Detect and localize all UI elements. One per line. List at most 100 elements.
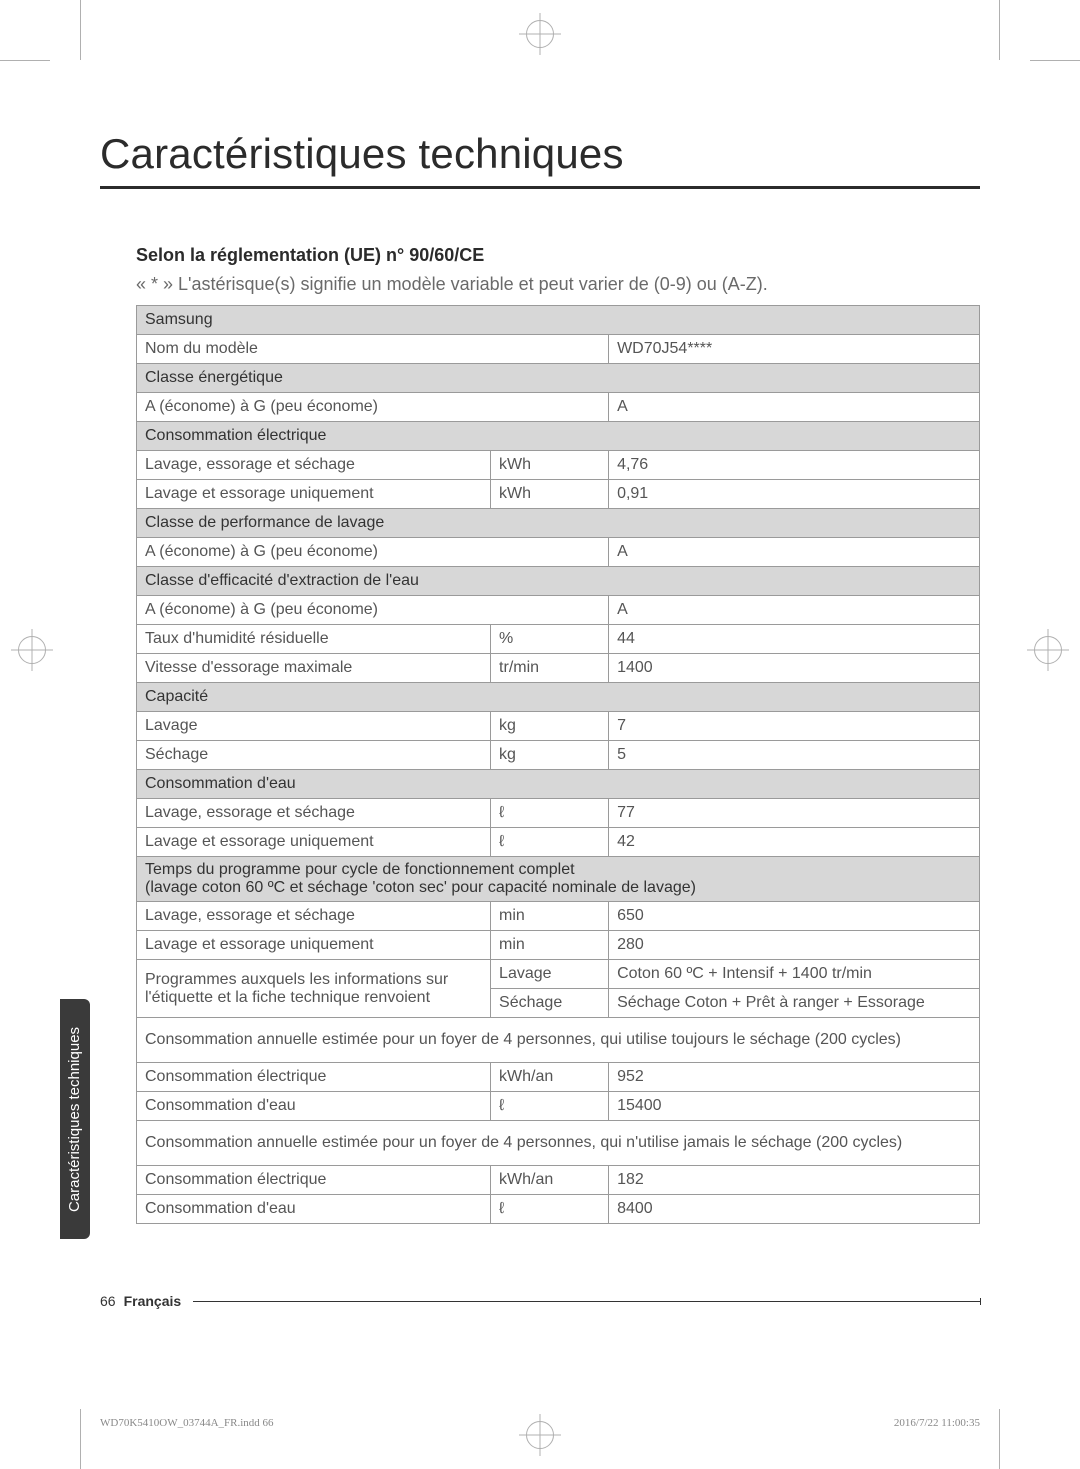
table-value-cell: 15400 xyxy=(609,1092,980,1121)
table-label-cell: Consommation d'eau xyxy=(137,1195,491,1224)
table-value-cell: 5 xyxy=(609,741,980,770)
table-unit-cell: Séchage xyxy=(491,989,609,1018)
table-label-cell: Consommation électrique xyxy=(137,1166,491,1195)
table-row: Lavagekg7 xyxy=(137,712,980,741)
table-unit-cell: ℓ xyxy=(491,828,609,857)
table-section-row: Classe d'efficacité d'extraction de l'ea… xyxy=(137,567,980,596)
table-label-cell: Lavage, essorage et séchage xyxy=(137,451,491,480)
table-unit-cell: kg xyxy=(491,712,609,741)
page: Caractéristiques techniques Selon la rég… xyxy=(0,0,1080,1469)
footer-rule xyxy=(193,1301,980,1302)
table-section-row: Consommation électrique xyxy=(137,422,980,451)
table-unit-cell: kWh xyxy=(491,480,609,509)
table-row: Programmes auxquels les informations sur… xyxy=(137,960,980,989)
table-section-label: Consommation électrique xyxy=(137,422,980,451)
crop-mark xyxy=(999,1409,1000,1469)
asterisk-note: « * » L'astérisque(s) signifie un modèle… xyxy=(136,274,980,295)
table-value-cell: Coton 60 ºC + Intensif + 1400 tr/min xyxy=(609,960,980,989)
table-row: Consommation d'eauℓ8400 xyxy=(137,1195,980,1224)
table-row: A (économe) à G (peu économe)A xyxy=(137,538,980,567)
table-row: Vitesse d'essorage maximaletr/min1400 xyxy=(137,654,980,683)
table-row: Lavage, essorage et séchagemin650 xyxy=(137,902,980,931)
table-row: A (économe) à G (peu économe)A xyxy=(137,596,980,625)
table-label-cell: Consommation électrique xyxy=(137,1063,491,1092)
table-row: Consommation d'eauℓ15400 xyxy=(137,1092,980,1121)
table-row: Lavage, essorage et séchagekWh4,76 xyxy=(137,451,980,480)
crop-mark xyxy=(1030,60,1080,61)
table-label-cell: Séchage xyxy=(137,741,491,770)
table-section-label: Samsung xyxy=(137,306,980,335)
table-row: Séchagekg5 xyxy=(137,741,980,770)
table-label-cell: Lavage, essorage et séchage xyxy=(137,799,491,828)
table-value-cell: 77 xyxy=(609,799,980,828)
table-label-cell: Lavage, essorage et séchage xyxy=(137,902,491,931)
section-subhead: Selon la réglementation (UE) n° 90/60/CE xyxy=(136,245,980,266)
table-row: Consommation électriquekWh/an952 xyxy=(137,1063,980,1092)
table-value-cell: 1400 xyxy=(609,654,980,683)
table-row: Lavage et essorage uniquementkWh0,91 xyxy=(137,480,980,509)
registration-mark-icon xyxy=(526,20,554,48)
table-section-row: Classe énergétique xyxy=(137,364,980,393)
crop-mark xyxy=(80,0,81,60)
spec-table: SamsungNom du modèleWD70J54****Classe én… xyxy=(136,305,980,1224)
print-metadata: WD70K5410OW_03744A_FR.indd 66 2016/7/22 … xyxy=(100,1417,980,1429)
table-label-cell: Nom du modèle xyxy=(137,335,609,364)
table-value-cell: Séchage Coton + Prêt à ranger + Essorage xyxy=(609,989,980,1018)
table-section-row: Consommation d'eau xyxy=(137,770,980,799)
table-section-label: Temps du programme pour cycle de fonctio… xyxy=(137,857,980,902)
table-section-label: Classe d'efficacité d'extraction de l'ea… xyxy=(137,567,980,596)
table-section-label: Capacité xyxy=(137,683,980,712)
table-label-cell: Taux d'humidité résiduelle xyxy=(137,625,491,654)
table-row: Consommation électriquekWh/an182 xyxy=(137,1166,980,1195)
table-section-row: Capacité xyxy=(137,683,980,712)
table-label-cell: A (économe) à G (peu économe) xyxy=(137,393,609,422)
table-row: Taux d'humidité résiduelle%44 xyxy=(137,625,980,654)
table-fullwidth-row: Consommation annuelle estimée pour un fo… xyxy=(137,1018,980,1063)
table-unit-cell: kg xyxy=(491,741,609,770)
page-language: Français xyxy=(124,1293,182,1309)
table-unit-cell: kWh/an xyxy=(491,1063,609,1092)
table-value-cell: 4,76 xyxy=(609,451,980,480)
table-fullwidth-label: Consommation annuelle estimée pour un fo… xyxy=(137,1018,980,1063)
table-row: A (économe) à G (peu économe)A xyxy=(137,393,980,422)
table-value-cell: 42 xyxy=(609,828,980,857)
table-unit-cell: Lavage xyxy=(491,960,609,989)
table-unit-cell: tr/min xyxy=(491,654,609,683)
table-fullwidth-row: Consommation annuelle estimée pour un fo… xyxy=(137,1121,980,1166)
table-section-label: Classe de performance de lavage xyxy=(137,509,980,538)
print-file: WD70K5410OW_03744A_FR.indd 66 xyxy=(100,1417,274,1429)
table-label-cell: Vitesse d'essorage maximale xyxy=(137,654,491,683)
table-label-cell: Consommation d'eau xyxy=(137,1092,491,1121)
table-unit-cell: min xyxy=(491,902,609,931)
title-rule xyxy=(100,186,980,189)
table-value-cell: A xyxy=(609,538,980,567)
table-value-cell: 44 xyxy=(609,625,980,654)
table-value-cell: WD70J54**** xyxy=(609,335,980,364)
table-section-row: Samsung xyxy=(137,306,980,335)
table-label-cell: A (économe) à G (peu économe) xyxy=(137,538,609,567)
table-section-label: Classe énergétique xyxy=(137,364,980,393)
registration-mark-icon xyxy=(18,636,46,664)
print-timestamp: 2016/7/22 11:00:35 xyxy=(894,1417,980,1429)
registration-mark-icon xyxy=(1034,636,1062,664)
side-tab: Caractéristiques techniques xyxy=(60,999,90,1239)
table-value-cell: 8400 xyxy=(609,1195,980,1224)
table-row: Lavage et essorage uniquementmin280 xyxy=(137,931,980,960)
table-value-cell: A xyxy=(609,596,980,625)
table-value-cell: 650 xyxy=(609,902,980,931)
page-title: Caractéristiques techniques xyxy=(100,130,980,178)
table-unit-cell: ℓ xyxy=(491,1195,609,1224)
table-value-cell: 7 xyxy=(609,712,980,741)
side-tab-label: Caractéristiques techniques xyxy=(67,1026,84,1211)
table-value-cell: 280 xyxy=(609,931,980,960)
crop-mark xyxy=(80,1409,81,1469)
table-label-cell: Programmes auxquels les informations sur… xyxy=(137,960,491,1018)
table-unit-cell: kWh xyxy=(491,451,609,480)
table-unit-cell: min xyxy=(491,931,609,960)
table-section-row: Temps du programme pour cycle de fonctio… xyxy=(137,857,980,902)
table-unit-cell: ℓ xyxy=(491,799,609,828)
table-row: Lavage et essorage uniquementℓ42 xyxy=(137,828,980,857)
table-label-cell: Lavage et essorage uniquement xyxy=(137,480,491,509)
table-section-label: Consommation d'eau xyxy=(137,770,980,799)
table-value-cell: 0,91 xyxy=(609,480,980,509)
